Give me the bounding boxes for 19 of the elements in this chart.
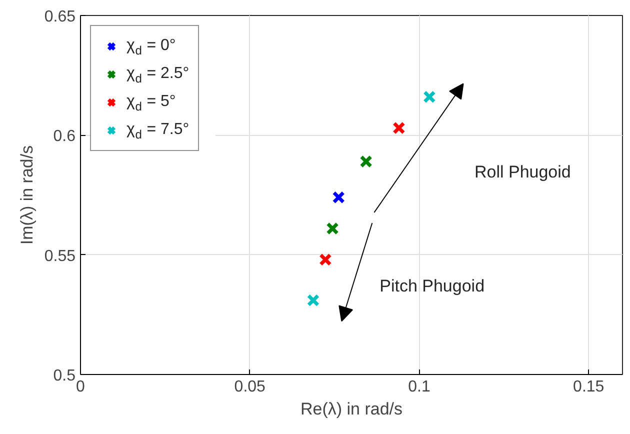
point — [332, 191, 345, 204]
point — [319, 253, 332, 266]
y-tick-label: 0.55 — [44, 248, 76, 265]
point — [326, 222, 339, 235]
annotation: Roll Phugoid — [474, 162, 571, 182]
x-tick-label: 0.1 — [408, 378, 430, 396]
x-tick-label: 0.05 — [234, 378, 266, 396]
point — [360, 155, 372, 168]
y-tick-label: 0.6 — [53, 128, 76, 146]
point — [423, 90, 436, 104]
point — [306, 294, 320, 307]
annotation: Pitch Phugoid — [380, 276, 485, 296]
y-axis-title: Im(λ) in rad/s — [17, 145, 36, 245]
x-tick-label: 0 — [76, 378, 86, 396]
x-axis-title: Re(λ) in rad/s — [300, 400, 403, 418]
y-tick-label: 0.5 — [53, 368, 76, 384]
point — [392, 122, 406, 134]
x-tick-label: 0.15 — [573, 378, 604, 396]
y-tick-label: 0.65 — [44, 8, 76, 26]
